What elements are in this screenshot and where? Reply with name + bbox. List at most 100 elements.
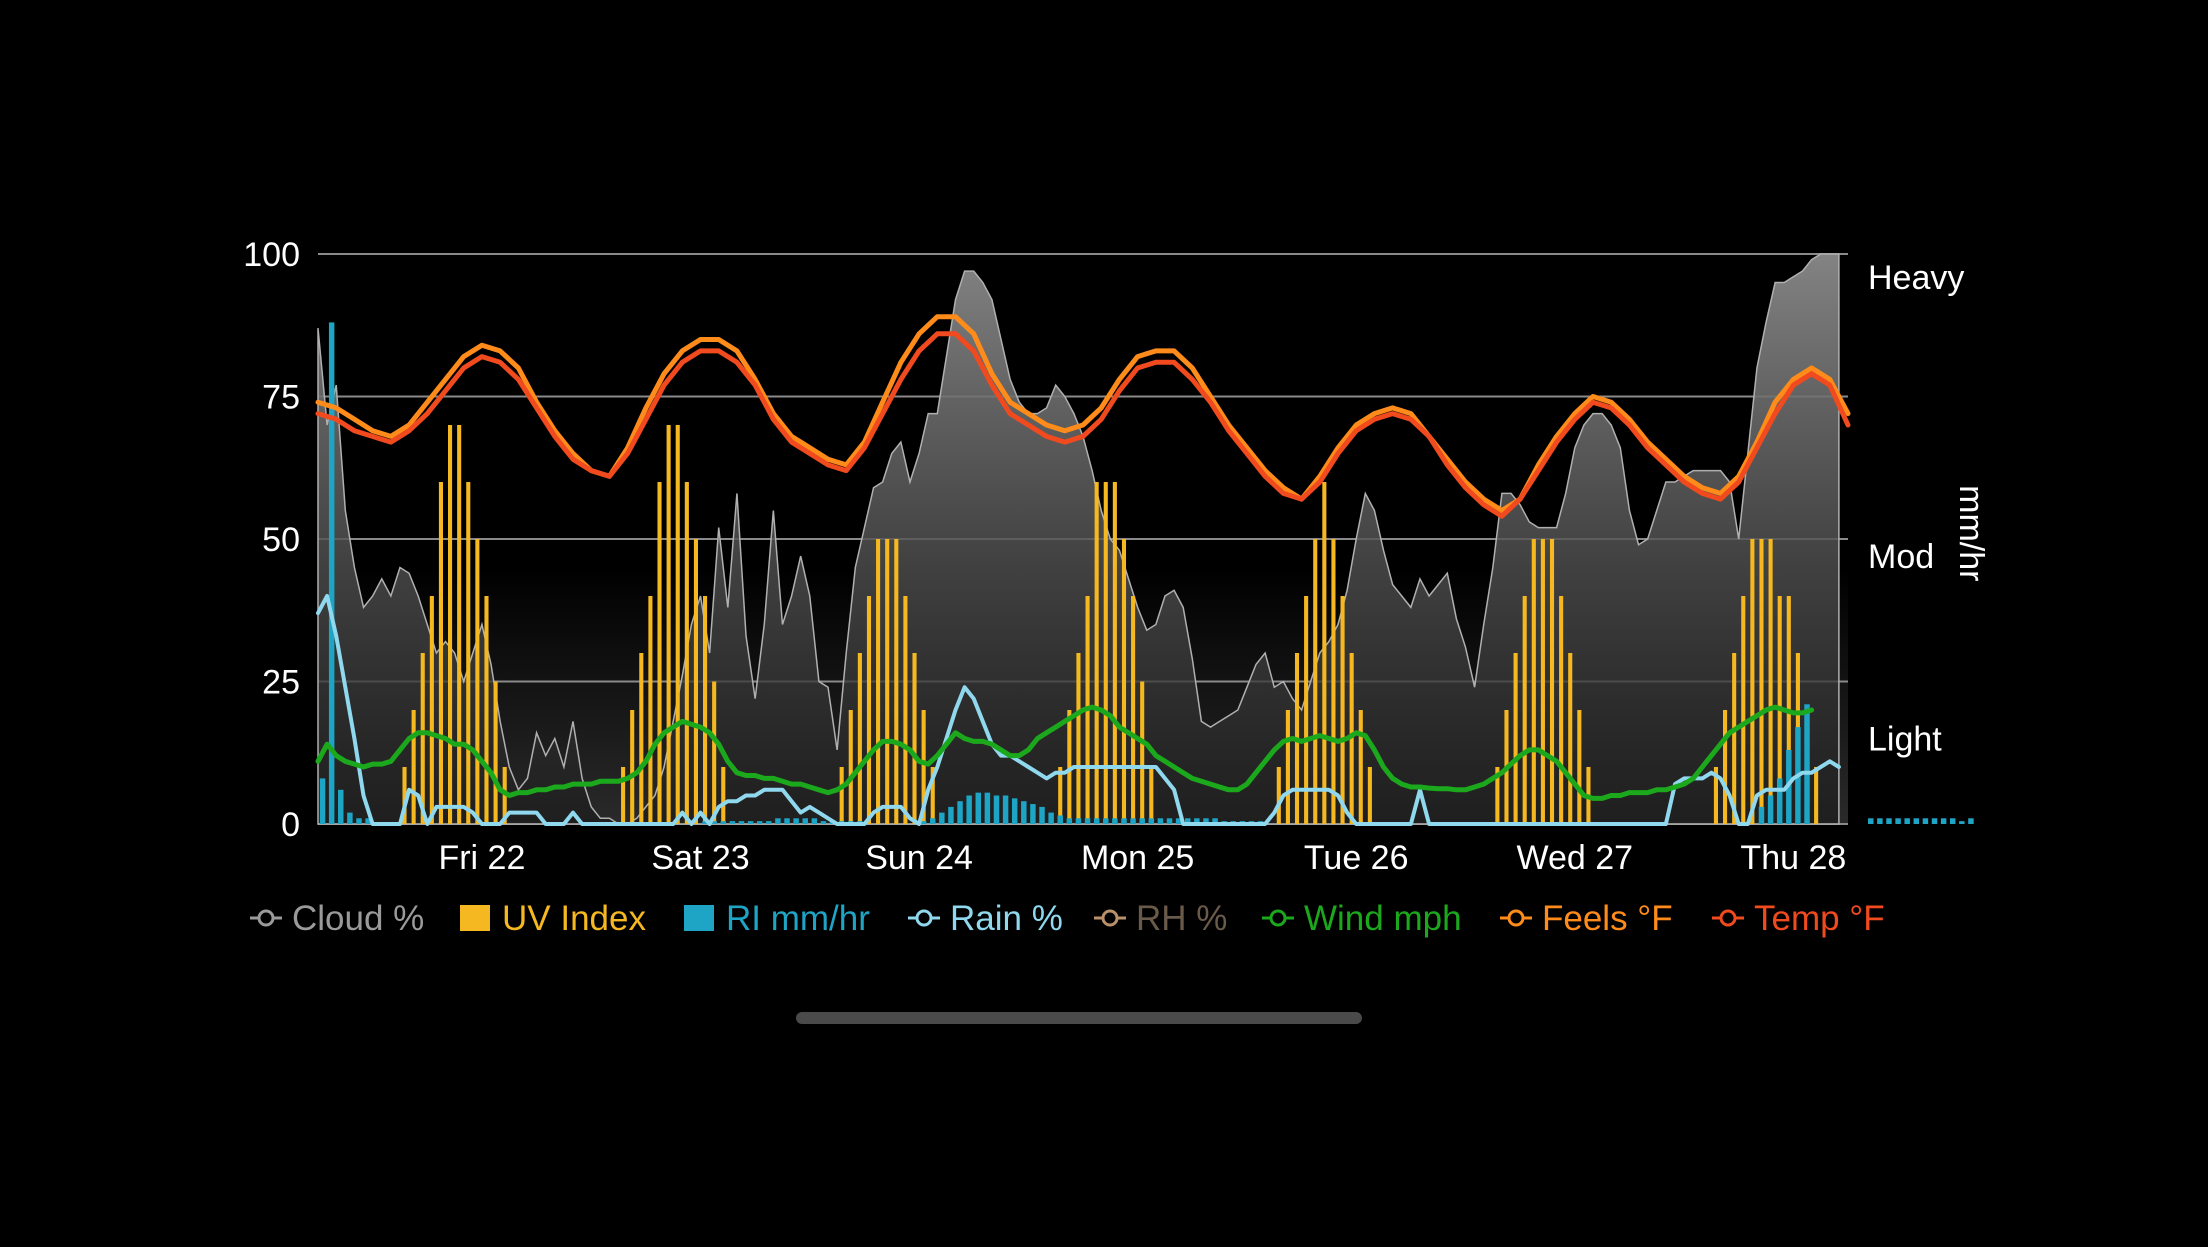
uv-bar (1149, 767, 1154, 824)
legend-item[interactable]: Wind mph (1262, 899, 1462, 938)
uv-bar (429, 596, 434, 824)
uv-bar (1549, 539, 1555, 824)
legend-item[interactable]: Rain % (908, 899, 1063, 938)
legend-label: RI mm/hr (726, 899, 870, 938)
rain-intensity-bar (1194, 818, 1200, 824)
legend-item[interactable]: Feels °F (1500, 899, 1673, 938)
uv-bar (1358, 710, 1363, 824)
rain-intensity-bar (966, 795, 972, 824)
rain-intensity-bar (1931, 818, 1938, 824)
legend-label: Rain % (950, 899, 1063, 938)
rain-intensity-bar (720, 821, 726, 824)
uv-bar (857, 653, 862, 824)
uv-bar (1140, 681, 1145, 824)
rain-intensity-bar (738, 821, 745, 824)
uv-bar (1768, 539, 1773, 824)
feels-like-line (315, 314, 1851, 513)
y-tick-label: 100 (243, 236, 300, 274)
uv-bar (657, 482, 662, 824)
uv-bar (420, 653, 425, 824)
uv-bar (1531, 539, 1536, 824)
rain-intensity-bar (1075, 818, 1082, 824)
uv-bar (876, 539, 881, 824)
rain-intensity-bar (1950, 818, 1956, 824)
rain-intensity-bar (356, 818, 362, 824)
uv-bar (1331, 539, 1336, 824)
rain-intensity-bar (1139, 818, 1145, 824)
rain-intensity-bar (1212, 818, 1218, 824)
uv-bar (1540, 539, 1545, 824)
rain-intensity-bar (319, 778, 326, 824)
uv-bar (1313, 539, 1318, 824)
legend-item[interactable]: RI mm/hr (684, 899, 870, 938)
uv-bar (912, 653, 917, 824)
uv-bar (703, 596, 708, 824)
rain-intensity-bar (1940, 818, 1947, 824)
y-tick-label: 75 (262, 379, 300, 417)
rain-intensity-bar (802, 818, 808, 824)
legend-swatch (684, 905, 714, 931)
rain-intensity-bar (1121, 818, 1127, 824)
legend-swatch (1500, 909, 1532, 927)
rain-intensity-bar (328, 322, 335, 824)
y2-axis-title: mm/hr (1952, 485, 1990, 581)
legend-item[interactable]: Cloud % (250, 899, 424, 938)
rain-intensity-bar (702, 821, 708, 824)
legend-item[interactable]: UV Index (460, 899, 646, 938)
legend-label: UV Index (502, 899, 646, 938)
rain-intensity-bar (347, 812, 353, 824)
x-tick-label: Fri 22 (438, 839, 525, 877)
home-indicator-bar[interactable] (796, 1012, 1362, 1024)
uv-bar (1058, 767, 1063, 824)
rain-intensity-bar (820, 821, 827, 824)
rain-intensity-bar (729, 821, 736, 824)
uv-bar (1276, 767, 1281, 824)
uv-bar (484, 596, 489, 824)
rain-intensity-bar (1011, 798, 1018, 824)
legend-label: Temp °F (1754, 899, 1885, 938)
rain-intensity-bar (957, 801, 963, 824)
uv-bar (848, 710, 853, 824)
legend-swatch (1094, 909, 1126, 927)
legend-swatch (1262, 909, 1294, 927)
rain-intensity-bar (793, 818, 799, 824)
rain-intensity-bar (1877, 818, 1883, 824)
legend-item[interactable]: RH % (1094, 899, 1227, 938)
uv-bar (721, 767, 726, 824)
x-tick-label: Sun 24 (865, 839, 973, 877)
uv-bar (1322, 482, 1327, 824)
rain-intensity-bar (711, 821, 717, 824)
rain-intensity-bar (1130, 818, 1136, 824)
y2-tick-label: Mod (1868, 538, 1934, 576)
rain-intensity-bar (1886, 818, 1892, 824)
legend-swatch (908, 909, 940, 927)
rain-intensity-bar (1203, 818, 1209, 824)
rain-intensity-bar (1767, 795, 1774, 824)
rain-intensity-bar (1084, 818, 1091, 824)
rain-intensity-bar (1057, 815, 1063, 824)
legend-item[interactable]: Temp °F (1712, 899, 1885, 938)
rain-intensity-bar (1868, 818, 1874, 824)
uv-bar (921, 710, 926, 824)
uv-bar (1131, 596, 1136, 824)
legend-label: Cloud % (292, 899, 424, 938)
uv-bar (866, 596, 872, 824)
uv-bar (438, 482, 443, 824)
uv-bar (402, 767, 407, 824)
uv-bar (1112, 482, 1117, 824)
legend-swatch (250, 909, 282, 927)
rain-intensity-bar (1185, 818, 1191, 824)
rain-intensity-bar (1066, 818, 1073, 824)
uv-bar (1568, 653, 1573, 824)
uv-bar (639, 653, 644, 824)
y2-axis-ticks: Light Mod Heavy (1868, 259, 1964, 759)
rain-intensity-bar (1804, 704, 1810, 824)
uv-bar (885, 539, 890, 824)
uv-bar (1522, 596, 1527, 824)
rain-intensity-bar (1093, 818, 1100, 824)
y-tick-label: 25 (262, 664, 300, 702)
rain-intensity-bar (948, 806, 954, 824)
y-tick-label: 50 (262, 521, 300, 559)
uv-bar (493, 681, 498, 824)
